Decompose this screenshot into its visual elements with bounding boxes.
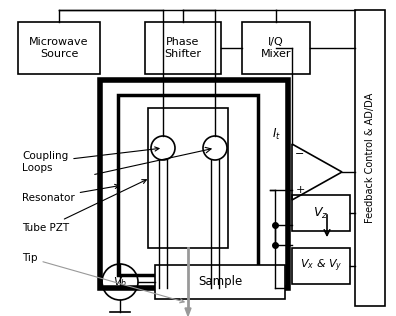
Bar: [292, 248, 350, 284]
Text: $V_x$ & $V_y$: $V_x$ & $V_y$: [300, 258, 342, 274]
Bar: [100, 80, 288, 288]
Bar: [118, 95, 258, 275]
Bar: [242, 22, 310, 74]
Polygon shape: [185, 308, 191, 316]
Text: Sample: Sample: [198, 276, 242, 289]
Bar: [108, 88, 280, 280]
Text: Resonator: Resonator: [22, 184, 119, 203]
Bar: [155, 265, 285, 299]
Text: Phase
Shifter: Phase Shifter: [164, 37, 202, 59]
Text: Tip: Tip: [22, 253, 184, 303]
Text: Feedback Control & AD/DA: Feedback Control & AD/DA: [365, 93, 375, 223]
Bar: [100, 280, 288, 288]
Text: $I_t$: $I_t$: [272, 126, 280, 142]
Bar: [100, 80, 108, 288]
Text: Coupling
Loops: Coupling Loops: [22, 147, 159, 173]
Text: Tube PZT: Tube PZT: [22, 180, 147, 233]
Bar: [148, 108, 228, 248]
Bar: [355, 10, 385, 306]
Text: $V_z$: $V_z$: [313, 205, 329, 221]
Bar: [280, 80, 288, 288]
Text: I/Q
Mixer: I/Q Mixer: [261, 37, 291, 59]
Text: Microwave
Source: Microwave Source: [29, 37, 89, 59]
Bar: [100, 80, 288, 88]
Text: +: +: [295, 185, 305, 195]
Text: −: −: [295, 149, 305, 159]
Bar: [18, 22, 100, 74]
Bar: [292, 195, 350, 231]
Text: $V_b$: $V_b$: [113, 275, 127, 289]
Bar: [145, 22, 221, 74]
